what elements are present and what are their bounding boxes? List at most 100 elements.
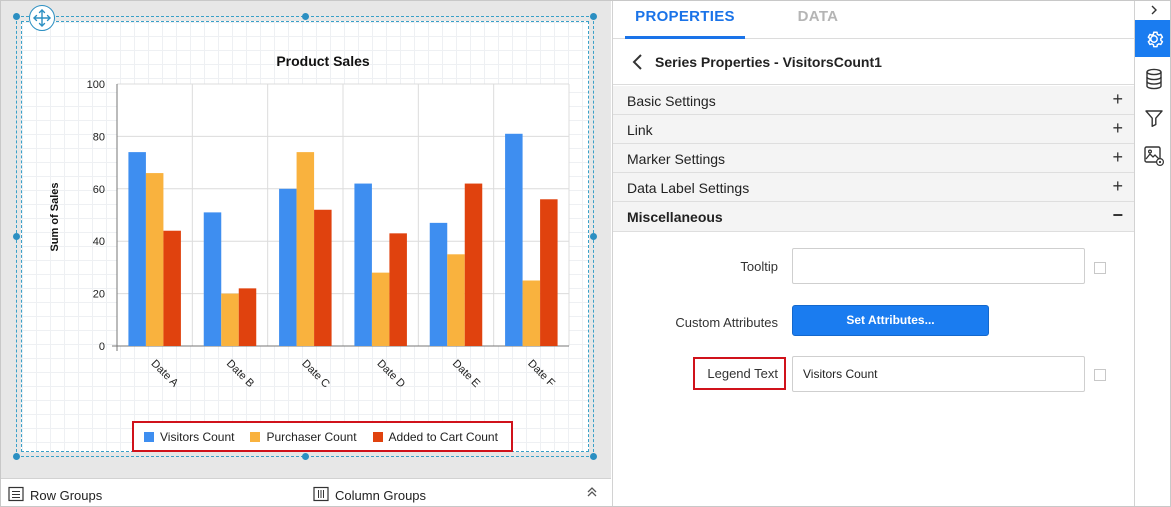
filter-icon[interactable] (1135, 99, 1170, 136)
legend-item-purchaser: Purchaser Count (250, 429, 357, 444)
bar-purchaser-count (296, 152, 315, 346)
custom-attributes-label: Custom Attributes (675, 315, 778, 330)
row-groups-button[interactable]: Row Groups (8, 486, 102, 505)
legend-item-added-to-cart: Added to Cart Count (372, 429, 498, 444)
legend-text-highlight (693, 357, 786, 390)
bar-added-to-cart-count (540, 199, 558, 346)
bar-visitors-count (128, 152, 146, 346)
y-tick-label: 40 (93, 236, 105, 248)
x-tick-label: Date D (375, 358, 408, 391)
y-tick-label: 80 (93, 131, 105, 143)
bar-purchaser-count (145, 173, 164, 346)
bar-purchaser-count (447, 254, 465, 346)
row-groups-icon (8, 486, 24, 505)
collapse-icon[interactable]: − (1112, 205, 1123, 225)
bar-added-to-cart-count (163, 230, 181, 346)
tab-properties[interactable]: PROPERTIES (625, 1, 745, 39)
tab-data[interactable]: DATA (797, 8, 839, 25)
bar-added-to-cart-count (314, 209, 332, 346)
bar-purchaser-count (371, 272, 390, 346)
x-tick-label: Date E (450, 358, 482, 390)
series-title: Series Properties - VisitorsCount1 (655, 54, 882, 70)
section-link[interactable]: Link + (613, 115, 1135, 144)
section-basic-settings[interactable]: Basic Settings + (613, 86, 1135, 115)
expand-icon[interactable]: + (1112, 89, 1123, 109)
resize-handle-bottom-left[interactable] (13, 453, 20, 460)
series-header: Series Properties - VisitorsCount1 (613, 40, 1135, 85)
grouping-bar: Row Groups Column Groups (1, 478, 611, 506)
resize-handle-top-left[interactable] (13, 13, 20, 20)
legend-text-label: Legend Text (707, 366, 778, 381)
tooltip-expression-checkbox[interactable] (1094, 262, 1106, 274)
tooltip-label: Tooltip (740, 259, 778, 274)
resize-handle-right[interactable] (590, 233, 597, 240)
bar-added-to-cart-count (238, 288, 257, 346)
panel-tabs: PROPERTIES DATA (613, 1, 1135, 39)
column-groups-label: Column Groups (335, 488, 427, 503)
legend-swatch-visitors (144, 431, 154, 442)
y-axis-title: Sum of Sales (49, 182, 61, 251)
collapse-groups-icon[interactable] (586, 485, 598, 499)
row-groups-label: Row Groups (30, 488, 103, 503)
section-label: Miscellaneous (627, 209, 723, 225)
x-tick-label: Date C (299, 358, 332, 391)
legend-label-added-to-cart: Added to Cart Count (388, 429, 498, 444)
resize-handle-top-right[interactable] (590, 13, 597, 20)
resize-handle-top[interactable] (302, 13, 309, 20)
legend-text-expression-checkbox[interactable] (1094, 369, 1106, 381)
legend-swatch-purchaser (250, 431, 261, 442)
resize-handle-left[interactable] (13, 233, 20, 240)
resize-handle-bottom[interactable] (302, 453, 309, 460)
legend-text-input[interactable] (792, 356, 1085, 392)
x-tick-label: Date A (149, 358, 181, 390)
x-tick-label: Date B (224, 358, 256, 390)
settings-icon[interactable] (1135, 20, 1170, 57)
bar-visitors-count (279, 188, 297, 346)
collapse-panel-icon[interactable] (1135, 1, 1170, 19)
legend-label-purchaser: Purchaser Count (266, 429, 357, 444)
bar-visitors-count (203, 212, 222, 346)
image-settings-icon[interactable] (1135, 137, 1170, 174)
column-groups-button[interactable]: Column Groups (313, 486, 426, 505)
section-data-label-settings[interactable]: Data Label Settings + (613, 173, 1135, 202)
chart-selection-frame[interactable]: 0 20 40 60 80 100 Date A Date B Date C Date D Date… (13, 13, 597, 460)
expand-icon[interactable]: + (1112, 147, 1123, 167)
legend-swatch-added-to-cart (372, 431, 383, 442)
bar-added-to-cart-count (464, 183, 483, 346)
expand-icon[interactable]: + (1112, 176, 1123, 196)
move-handle-icon[interactable] (29, 5, 55, 31)
resize-handle-bottom-right[interactable] (590, 453, 597, 460)
chart-area[interactable]: 0 20 40 60 80 100 Date A Date B Date C Date D Date… (21, 21, 589, 452)
side-toolbar (1134, 1, 1170, 506)
back-arrow-icon[interactable] (627, 51, 649, 73)
section-label: Data Label Settings (627, 180, 750, 196)
chart-title: Product Sales (276, 53, 370, 69)
section-label: Basic Settings (627, 93, 716, 109)
bar-purchaser-count (221, 293, 239, 346)
y-tick-label: 20 (93, 289, 105, 301)
y-tick-label: 100 (87, 79, 105, 91)
bar-visitors-count (429, 222, 448, 346)
x-tick-label: Date F (525, 358, 557, 390)
chart-legend: Visitors Count Purchaser Count Added to … (132, 421, 513, 452)
y-tick-label: 0 (99, 341, 105, 353)
section-label: Marker Settings (627, 151, 726, 167)
bar-purchaser-count (522, 280, 541, 346)
legend-label-visitors: Visitors Count (160, 429, 235, 444)
section-marker-settings[interactable]: Marker Settings + (613, 144, 1135, 173)
legend-item-visitors: Visitors Count (144, 430, 234, 444)
section-miscellaneous[interactable]: Miscellaneous − (613, 202, 1135, 232)
database-icon[interactable] (1135, 60, 1170, 97)
chart-canvas: 0 20 40 60 80 100 Date A Date B Date C Date D Date… (49, 53, 570, 391)
expand-icon[interactable]: + (1112, 118, 1123, 138)
set-attributes-button[interactable]: Set Attributes... (792, 305, 989, 336)
bar-visitors-count (505, 133, 523, 346)
properties-panel: PROPERTIES DATA Series Properties - Visi… (612, 1, 1135, 506)
design-surface: 0 20 40 60 80 100 Date A Date B Date C Date D Date… (1, 1, 611, 506)
tooltip-input[interactable] (792, 248, 1085, 284)
y-tick-label: 60 (93, 184, 105, 196)
column-groups-icon (313, 486, 329, 505)
bar-added-to-cart-count (389, 233, 407, 346)
bar-visitors-count (354, 183, 372, 346)
